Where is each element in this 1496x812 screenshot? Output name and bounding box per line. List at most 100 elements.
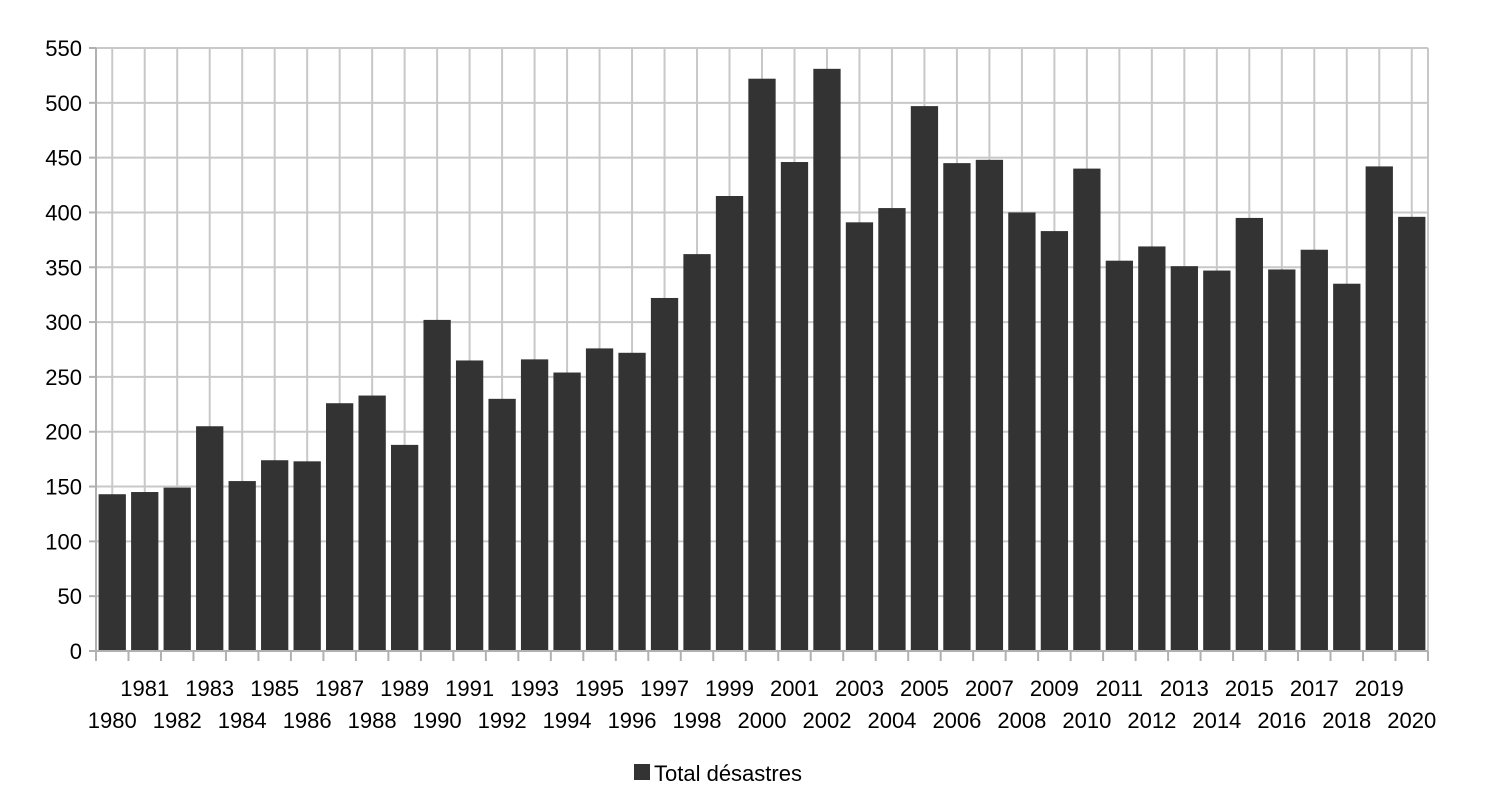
x-tick-label: 1992: [478, 708, 527, 733]
x-tick-label: 2013: [1160, 676, 1209, 701]
bar-1992: [488, 398, 516, 651]
bar-1987: [326, 403, 354, 651]
bar-2015: [1235, 217, 1263, 651]
bar-2012: [1138, 246, 1166, 651]
bar-2011: [1105, 260, 1134, 651]
bar-2001: [780, 162, 809, 651]
x-tick-label: 2005: [900, 676, 949, 701]
bar-1986: [293, 461, 321, 651]
axes: [95, 48, 1429, 652]
bar-2018: [1333, 283, 1361, 651]
bar-1983: [196, 426, 224, 651]
y-tick-label: 450: [45, 146, 82, 171]
legend-swatch: [634, 764, 650, 780]
y-tick-label: 350: [45, 255, 82, 280]
x-tick-label: 1996: [608, 708, 657, 733]
x-tick-label: 1982: [153, 708, 202, 733]
bar-1990: [423, 319, 451, 651]
x-tick-label: 2015: [1225, 676, 1274, 701]
x-axis-ticks: 1980 1981 1982 1983 1984 1985 1986 1987 1988 1989…: [88, 651, 1436, 733]
x-tick-label: 1994: [543, 708, 592, 733]
x-tick-label: 1980: [88, 708, 137, 733]
x-tick-label: 2017: [1290, 676, 1339, 701]
bar-2009: [1040, 231, 1069, 652]
bar-2007: [975, 159, 1004, 651]
y-tick-label: 250: [45, 365, 82, 390]
x-tick-label: 2008: [997, 708, 1046, 733]
bars-series: [98, 68, 1426, 652]
legend: Total désastres: [634, 761, 802, 786]
x-tick-label: 1987: [315, 676, 364, 701]
bar-1994: [553, 372, 581, 651]
bar-1988: [358, 395, 386, 651]
x-tick-label: 1989: [380, 676, 429, 701]
x-tick-label: 1993: [510, 676, 559, 701]
bar-1999: [715, 196, 744, 651]
x-tick-label: 2011: [1096, 676, 1143, 701]
bar-1984: [228, 481, 256, 651]
x-tick-label: 2004: [867, 708, 916, 733]
bar-2013: [1170, 266, 1198, 651]
bar-2016: [1268, 269, 1296, 651]
bar-1982: [163, 487, 191, 651]
x-tick-label: 2007: [965, 676, 1014, 701]
bar-2008: [1008, 212, 1036, 652]
bar-2003: [845, 222, 874, 651]
x-tick-label: 1984: [218, 708, 267, 733]
bar-2005: [910, 106, 939, 651]
bar-1980: [98, 494, 126, 651]
x-tick-label: 1985: [250, 676, 299, 701]
bar-1997: [650, 297, 679, 651]
x-tick-label: 1999: [705, 676, 754, 701]
bar-1995: [585, 348, 614, 651]
bar-1996: [618, 352, 646, 651]
bar-2020: [1398, 216, 1426, 651]
bar-2019: [1365, 166, 1393, 651]
x-tick-label: 1983: [185, 676, 234, 701]
bar-1981: [131, 492, 159, 651]
y-tick-label: 300: [45, 310, 82, 335]
x-tick-label: 2016: [1257, 708, 1306, 733]
x-tick-label: 1998: [673, 708, 722, 733]
bar-2000: [748, 78, 776, 651]
x-tick-label: 2014: [1192, 708, 1241, 733]
x-tick-label: 2003: [835, 676, 884, 701]
y-tick-label: 500: [45, 91, 82, 116]
y-tick-label: 100: [45, 529, 82, 554]
x-tick-label: 1995: [575, 676, 624, 701]
bar-2014: [1203, 270, 1231, 651]
x-tick-label: 1990: [413, 708, 462, 733]
bar-2004: [878, 208, 906, 651]
x-tick-label: 2006: [932, 708, 981, 733]
y-tick-label: 550: [45, 36, 82, 61]
x-tick-label: 2010: [1062, 708, 1111, 733]
y-tick-label: 400: [45, 200, 82, 225]
y-tick-label: 50: [58, 584, 82, 609]
y-tick-label: 200: [45, 420, 82, 445]
x-tick-label: 1988: [348, 708, 397, 733]
x-tick-label: 1981: [120, 676, 169, 701]
x-tick-label: 2020: [1387, 708, 1436, 733]
bar-2002: [813, 68, 841, 651]
bar-1985: [261, 460, 289, 651]
x-tick-label: 1997: [640, 676, 689, 701]
x-tick-label: 2012: [1127, 708, 1176, 733]
x-tick-label: 2002: [802, 708, 851, 733]
bar-1991: [455, 360, 484, 651]
x-tick-label: 2001: [770, 676, 819, 701]
bar-2006: [943, 163, 971, 652]
x-tick-label: 1986: [283, 708, 332, 733]
y-tick-label: 0: [70, 639, 82, 664]
bar-1998: [683, 254, 711, 651]
bar-1993: [520, 359, 549, 651]
x-tick-label: 2018: [1322, 708, 1371, 733]
legend-label: Total désastres: [654, 761, 802, 786]
x-tick-label: 2019: [1355, 676, 1404, 701]
bar-1989: [390, 444, 419, 651]
x-tick-label: 2009: [1030, 676, 1079, 701]
bar-2010: [1073, 168, 1101, 651]
y-axis-ticks: 0 50 100 150 200 250 300 350 400 450 500 550: [45, 36, 96, 664]
x-tick-label: 1991: [445, 676, 494, 701]
y-tick-label: 150: [45, 475, 82, 500]
